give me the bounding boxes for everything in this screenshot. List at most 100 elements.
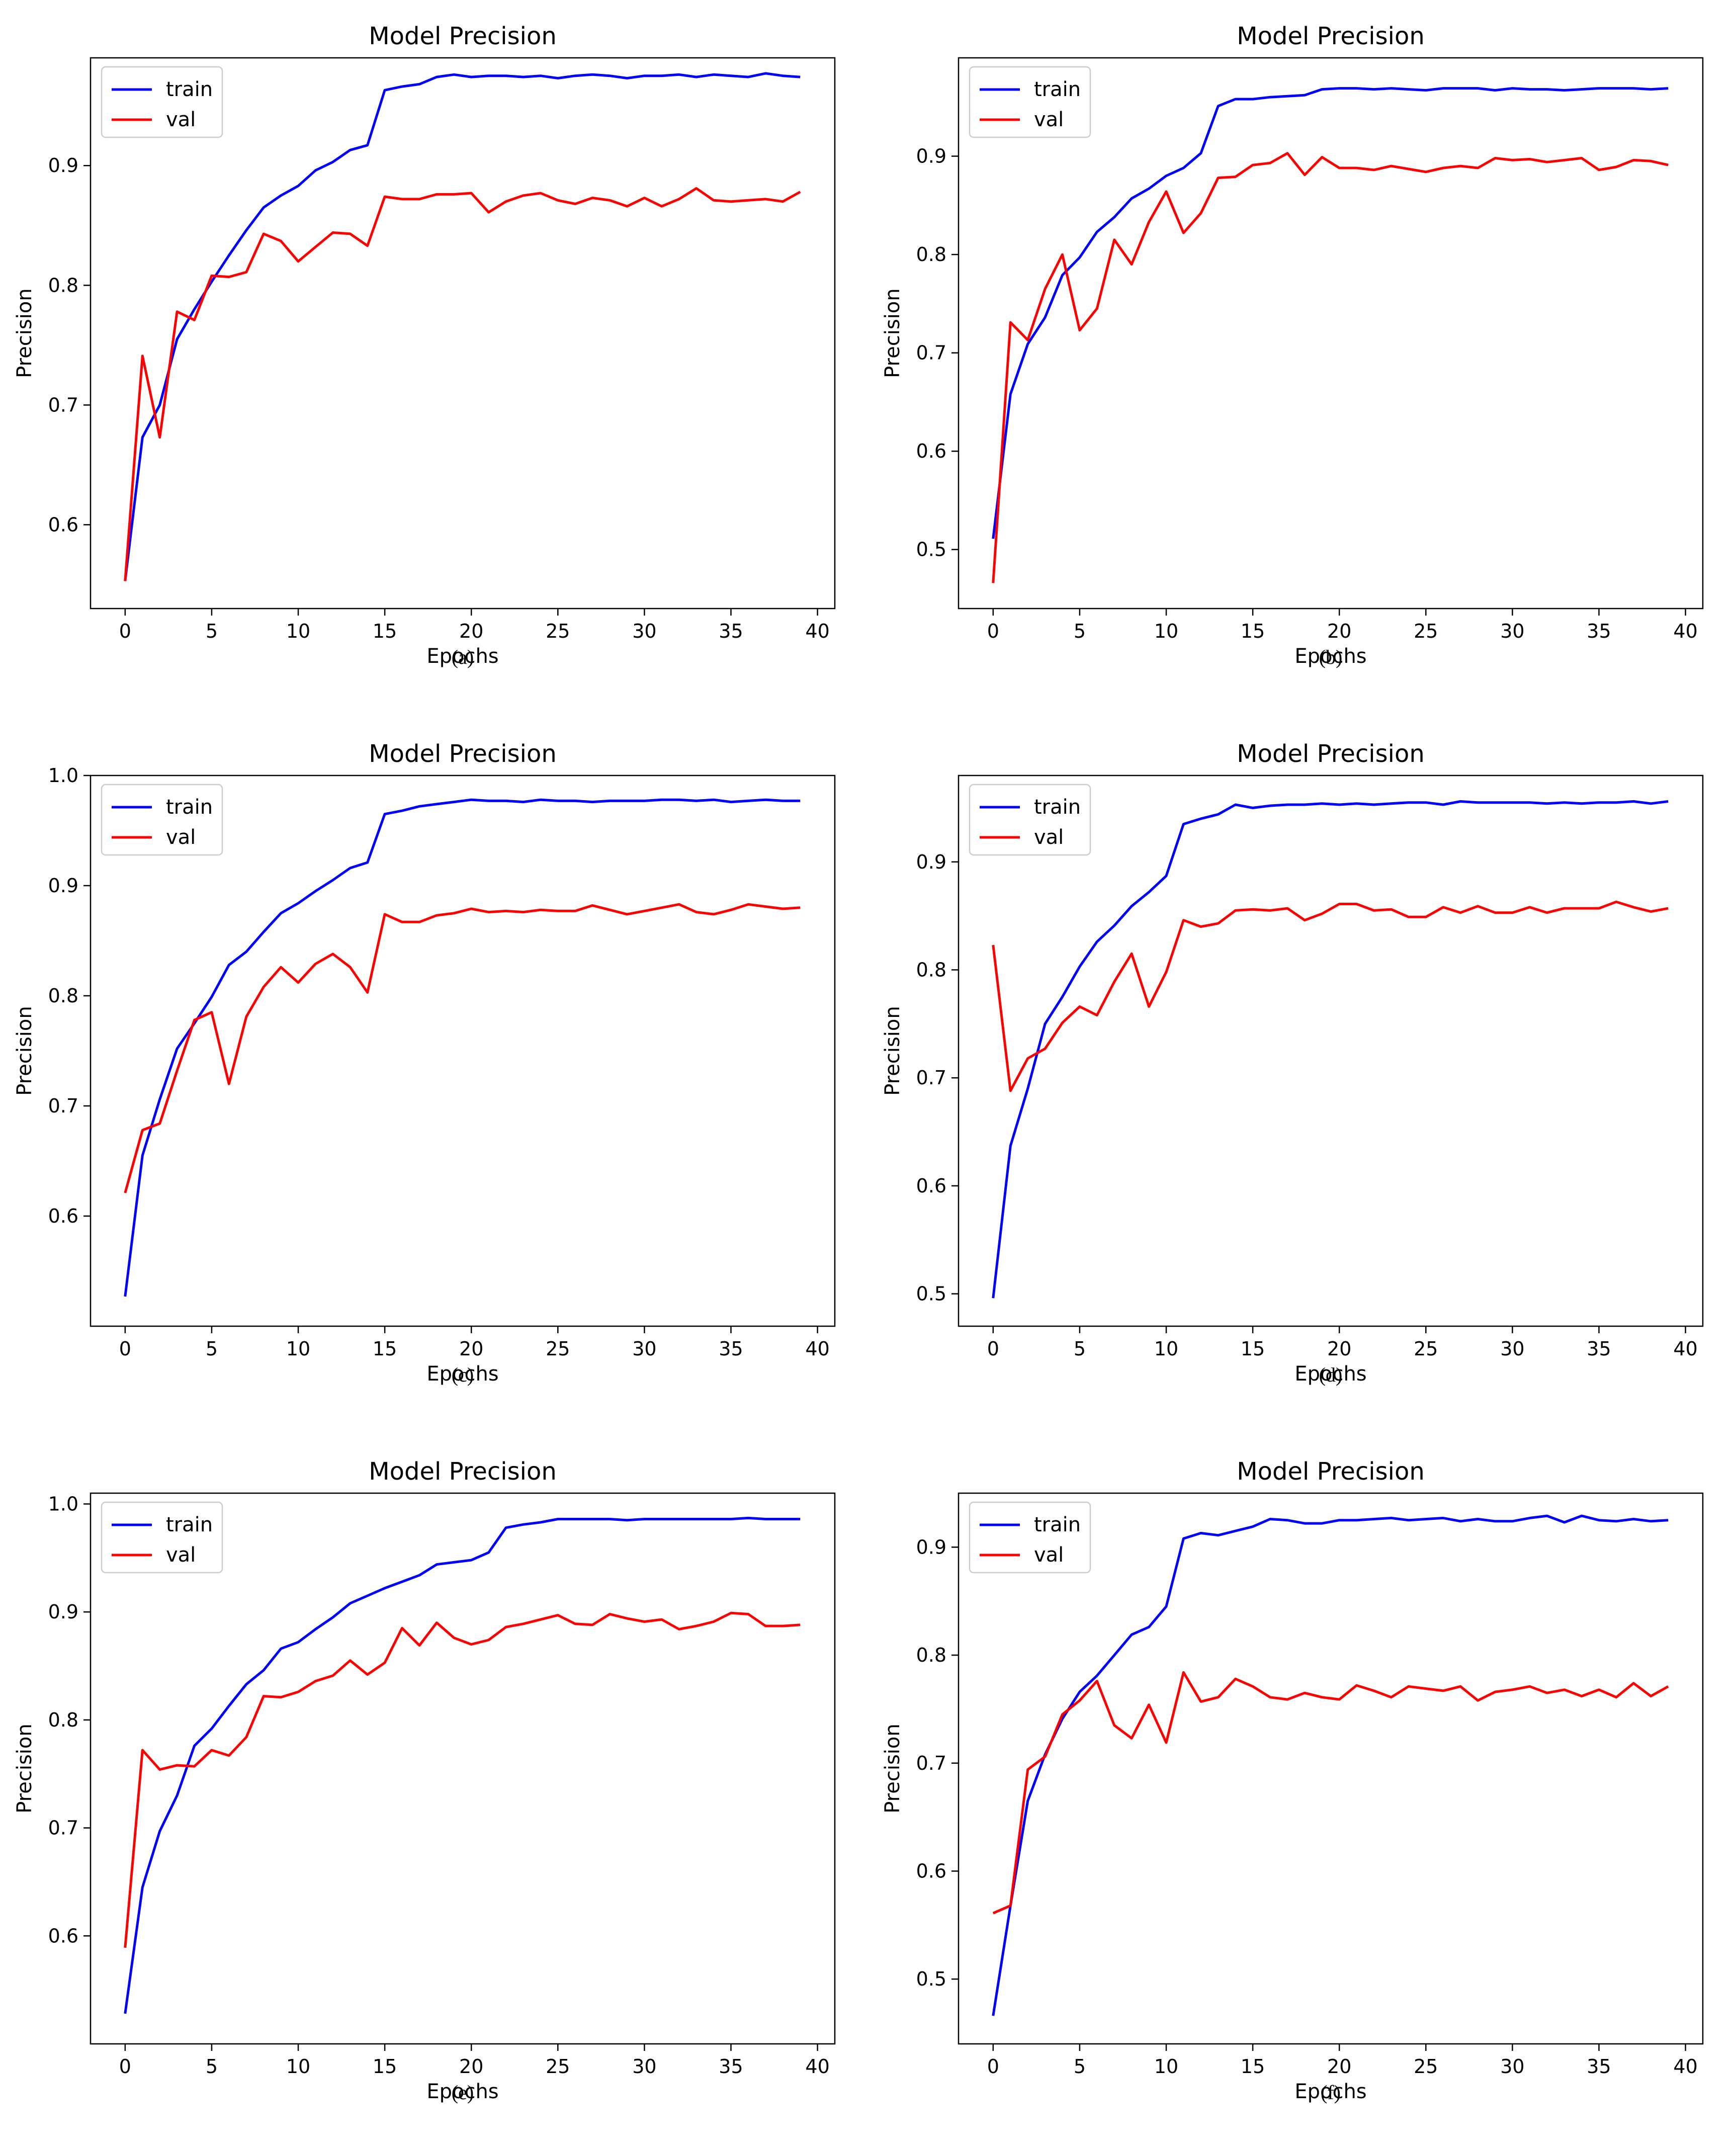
x-tick-label: 35: [1587, 1338, 1611, 1360]
x-tick-label: 40: [805, 1338, 829, 1360]
series-line-train: [992, 1514, 1669, 2016]
figure-caption: (f): [1321, 2081, 1341, 2104]
series-line-train: [124, 72, 801, 581]
plot-frame: [90, 57, 836, 610]
y-tick-label: 0.8: [916, 959, 946, 981]
x-tick-label: 40: [1673, 1338, 1697, 1360]
series-line-train: [992, 87, 1669, 539]
x-tick-label: 10: [286, 1338, 310, 1360]
x-axis-label: Epochs: [1294, 2080, 1366, 2103]
chart-title: Model Precision: [369, 1457, 557, 1486]
legend-label-val: val: [166, 1543, 196, 1567]
legend-label-train: train: [1034, 1513, 1081, 1536]
chart-title: Model Precision: [1237, 22, 1425, 50]
y-tick-label: 0.7: [48, 394, 78, 416]
x-tick-label: 35: [1587, 620, 1611, 642]
x-tick-label: 10: [286, 620, 310, 642]
x-tick-label: 15: [1241, 1338, 1265, 1360]
x-tick-label: 5: [1074, 1338, 1086, 1360]
y-tick-label: 0.6: [916, 440, 946, 462]
y-axis-label: Precision: [881, 1724, 904, 1813]
x-tick-label: 15: [1241, 2055, 1265, 2078]
x-tick-label: 40: [805, 620, 829, 642]
y-tick-label: 0.9: [48, 1601, 78, 1623]
x-tick-label: 30: [1500, 2055, 1524, 2078]
x-tick-label: 0: [119, 620, 131, 642]
x-tick-label: 15: [373, 1338, 397, 1360]
x-tick-label: 0: [987, 620, 999, 642]
legend-label-val: val: [1034, 1543, 1064, 1567]
x-tick-label: 25: [1414, 1338, 1438, 1360]
x-tick-label: 20: [1327, 1338, 1351, 1360]
legend-label-train: train: [1034, 78, 1081, 101]
plot-frame: [90, 774, 836, 1327]
x-tick-label: 35: [1587, 2055, 1611, 2078]
y-tick-label: 0.7: [916, 342, 946, 364]
x-tick-label: 0: [987, 2055, 999, 2078]
x-tick-label: 10: [1154, 620, 1178, 642]
x-tick-label: 40: [805, 2055, 829, 2078]
chart-f: Model Precision 0 5 10 15 20 25 30 35 40 0.5 0.6 0.7…: [881, 1457, 1704, 2104]
series-line-val: [124, 903, 801, 1193]
y-tick-label: 0.5: [916, 1283, 946, 1305]
legend-label-val: val: [166, 826, 196, 849]
x-tick-label: 20: [1327, 2055, 1351, 2078]
y-tick-label: 0.8: [48, 1709, 78, 1731]
chart-d: Model Precision 0 5 10 15 20 25 30 35 40 0.5 0.6 0.7…: [881, 740, 1704, 1386]
figure-caption: (c): [452, 1363, 474, 1386]
x-tick-label: 5: [206, 620, 218, 642]
legend-box: [101, 66, 223, 138]
x-tick-label: 30: [632, 1338, 656, 1360]
x-tick-label: 35: [719, 620, 743, 642]
x-tick-label: 20: [459, 1338, 483, 1360]
x-tick-label: 35: [719, 1338, 743, 1360]
y-tick-label: 0.7: [916, 1752, 946, 1774]
y-tick-label: 1.0: [48, 1493, 78, 1515]
x-tick-label: 25: [546, 1338, 570, 1360]
chart-b: Model Precision 0 5 10 15 20 25 30 35 40 0.5 0.6 0.7…: [881, 22, 1704, 668]
series-line-val: [992, 152, 1669, 583]
y-tick-label: 0.8: [48, 985, 78, 1007]
legend-label-val: val: [166, 108, 196, 131]
y-tick-label: 0.7: [916, 1067, 946, 1089]
y-tick-label: 0.8: [916, 1644, 946, 1666]
legend-label-train: train: [166, 1513, 213, 1536]
y-axis-label: Precision: [881, 288, 904, 378]
plot-frame: [958, 57, 1704, 610]
y-tick-label: 0.6: [48, 1205, 78, 1227]
y-tick-label: 0.9: [48, 875, 78, 897]
y-tick-label: 0.5: [916, 1968, 946, 1990]
series-line-val: [124, 1611, 801, 1948]
series-line-val: [992, 1671, 1669, 1915]
chart-title: Model Precision: [369, 740, 557, 768]
y-tick-label: 0.6: [48, 1925, 78, 1947]
x-tick-label: 30: [632, 620, 656, 642]
y-tick-label: 0.9: [916, 145, 946, 167]
legend-box: [101, 1501, 223, 1574]
plot-frame: [958, 1492, 1704, 2045]
x-tick-label: 25: [1414, 620, 1438, 642]
y-tick-label: 0.7: [48, 1817, 78, 1839]
x-axis-label: Epochs: [1294, 645, 1366, 668]
x-tick-label: 20: [1327, 620, 1351, 642]
x-tick-label: 5: [206, 1338, 218, 1360]
x-axis-label: Epochs: [426, 1362, 498, 1386]
legend-label-val: val: [1034, 108, 1064, 131]
series-line-val: [992, 900, 1669, 1092]
x-tick-label: 30: [632, 2055, 656, 2078]
y-tick-label: 0.5: [916, 539, 946, 561]
plot-frame: [958, 774, 1704, 1327]
y-axis-label: Precision: [13, 288, 36, 378]
x-tick-label: 5: [1074, 620, 1086, 642]
x-tick-label: 5: [206, 2055, 218, 2078]
x-tick-label: 35: [719, 2055, 743, 2078]
legend-label-train: train: [166, 78, 213, 101]
chart-title: Model Precision: [1237, 740, 1425, 768]
x-axis-label: Epochs: [1294, 1362, 1366, 1386]
y-axis-label: Precision: [881, 1006, 904, 1095]
figure-caption: (e): [452, 2081, 474, 2104]
x-tick-label: 25: [546, 620, 570, 642]
plot-frame: [90, 1492, 836, 2045]
x-tick-label: 5: [1074, 2055, 1086, 2078]
series-line-val: [124, 187, 801, 581]
